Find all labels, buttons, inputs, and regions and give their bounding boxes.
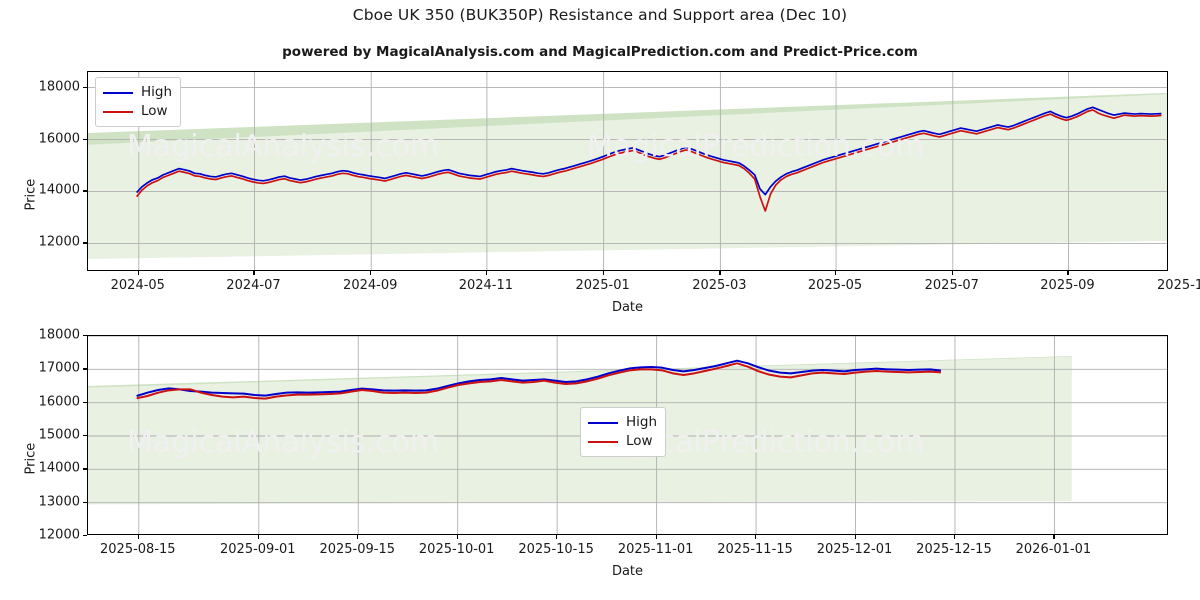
y-tick-mark bbox=[83, 86, 87, 88]
x-tick-label: 2025-09-15 bbox=[319, 542, 396, 557]
y-tick-label: 16000 bbox=[38, 131, 80, 147]
x-tick-mark bbox=[719, 271, 721, 275]
y-tick-mark bbox=[83, 501, 87, 503]
x-tick-label: 2025-12-01 bbox=[816, 542, 893, 557]
x-tick-mark bbox=[854, 535, 856, 539]
lower-plot-area bbox=[87, 335, 1168, 535]
y-tick-label: 14000 bbox=[38, 460, 80, 476]
x-tick-label: 2025-10-01 bbox=[418, 542, 495, 557]
legend-label: Low bbox=[141, 102, 168, 119]
x-tick-mark bbox=[137, 271, 139, 275]
x-tick-label: 2024-07 bbox=[226, 278, 281, 293]
legend-label: High bbox=[141, 83, 173, 100]
x-tick-label: 2025-11-01 bbox=[617, 542, 694, 557]
legend-swatch-low bbox=[103, 110, 133, 113]
y-tick-mark bbox=[83, 335, 87, 337]
upper-y-axis-label: Price bbox=[23, 178, 39, 211]
x-tick-label: 2025-11-15 bbox=[717, 542, 793, 557]
y-tick-label: 16000 bbox=[38, 394, 80, 410]
x-tick-label: 2026-01-01 bbox=[1015, 542, 1092, 557]
x-tick-mark bbox=[357, 535, 359, 539]
legend-item-low[interactable]: Low bbox=[588, 432, 657, 451]
y-tick-mark bbox=[83, 468, 87, 470]
upper-history-panel: MagicalAnalysis.com MagicalPrediction.co… bbox=[87, 71, 1168, 271]
x-tick-label: 2025-01 bbox=[575, 278, 630, 293]
x-tick-label: 2024-05 bbox=[110, 278, 165, 293]
y-tick-label: 12000 bbox=[38, 527, 80, 543]
x-tick-label: 2024-09 bbox=[343, 278, 398, 293]
legend-label: High bbox=[626, 413, 658, 430]
x-tick-label: 2025-11 bbox=[1157, 278, 1200, 293]
series-line-low bbox=[136, 362, 941, 400]
y-tick-label: 13000 bbox=[38, 494, 80, 510]
upper-chart-legend: High Low bbox=[95, 77, 182, 127]
y-tick-mark bbox=[83, 368, 87, 370]
legend-item-high[interactable]: High bbox=[588, 413, 657, 432]
series-line-high bbox=[136, 106, 1162, 196]
lower-y-axis-label: Price bbox=[23, 442, 39, 475]
legend-swatch-high bbox=[103, 91, 133, 94]
y-tick-label: 18000 bbox=[38, 327, 80, 343]
lower-chart-legend: High Low bbox=[580, 407, 667, 457]
y-tick-mark bbox=[83, 401, 87, 403]
x-tick-mark bbox=[835, 271, 837, 275]
x-tick-mark bbox=[655, 535, 657, 539]
x-tick-label: 2025-05 bbox=[807, 278, 863, 293]
y-tick-label: 12000 bbox=[38, 234, 80, 250]
page-subtitle: powered by MagicalAnalysis.com and Magic… bbox=[282, 44, 918, 60]
x-tick-mark bbox=[602, 271, 604, 275]
page-title: Cboe UK 350 (BUK350P) Resistance and Sup… bbox=[352, 6, 848, 24]
x-tick-mark bbox=[370, 271, 372, 275]
x-tick-label: 2025-03 bbox=[692, 278, 747, 293]
y-tick-mark bbox=[83, 535, 87, 537]
x-tick-label: 2025-12-15 bbox=[916, 542, 992, 557]
x-tick-mark bbox=[1053, 535, 1055, 539]
lower-x-axis-label: Date bbox=[611, 564, 644, 579]
series-line-high bbox=[136, 359, 942, 397]
x-tick-mark bbox=[257, 535, 259, 539]
y-tick-mark bbox=[83, 190, 87, 192]
y-tick-label: 14000 bbox=[38, 182, 80, 198]
x-tick-label: 2024-11 bbox=[458, 278, 514, 293]
y-tick-mark bbox=[83, 138, 87, 140]
upper-x-axis-label: Date bbox=[611, 300, 644, 315]
legend-item-high[interactable]: High bbox=[103, 83, 172, 102]
upper-plot-area bbox=[87, 71, 1168, 271]
x-tick-mark bbox=[253, 271, 255, 275]
legend-item-low[interactable]: Low bbox=[103, 102, 172, 121]
series-line-low bbox=[135, 109, 1162, 212]
y-tick-label: 18000 bbox=[38, 79, 80, 95]
x-tick-mark bbox=[556, 535, 558, 539]
legend-swatch-high bbox=[588, 421, 618, 424]
x-tick-label: 2025-07 bbox=[924, 278, 979, 293]
legend-swatch-low bbox=[588, 440, 618, 443]
y-tick-label: 17000 bbox=[38, 360, 80, 376]
x-tick-label: 2025-09-01 bbox=[220, 542, 296, 557]
x-tick-mark bbox=[951, 271, 953, 275]
x-tick-label: 2025-08-15 bbox=[100, 542, 176, 557]
x-tick-mark bbox=[485, 271, 488, 275]
support-band bbox=[88, 94, 1167, 260]
x-tick-mark bbox=[953, 535, 956, 539]
x-tick-mark bbox=[137, 535, 139, 539]
y-tick-mark bbox=[83, 435, 87, 437]
x-tick-label: 2025-10-15 bbox=[518, 542, 594, 557]
y-tick-mark bbox=[83, 242, 87, 244]
lower-zoom-panel: MagicalAnalysis.com MagicalPrediction.co… bbox=[87, 335, 1168, 535]
legend-label: Low bbox=[626, 432, 653, 449]
x-tick-label: 2025-09 bbox=[1040, 278, 1095, 293]
x-tick-mark bbox=[456, 535, 458, 539]
x-tick-mark bbox=[755, 535, 757, 539]
y-tick-label: 15000 bbox=[38, 427, 80, 443]
x-tick-mark bbox=[1067, 271, 1069, 275]
